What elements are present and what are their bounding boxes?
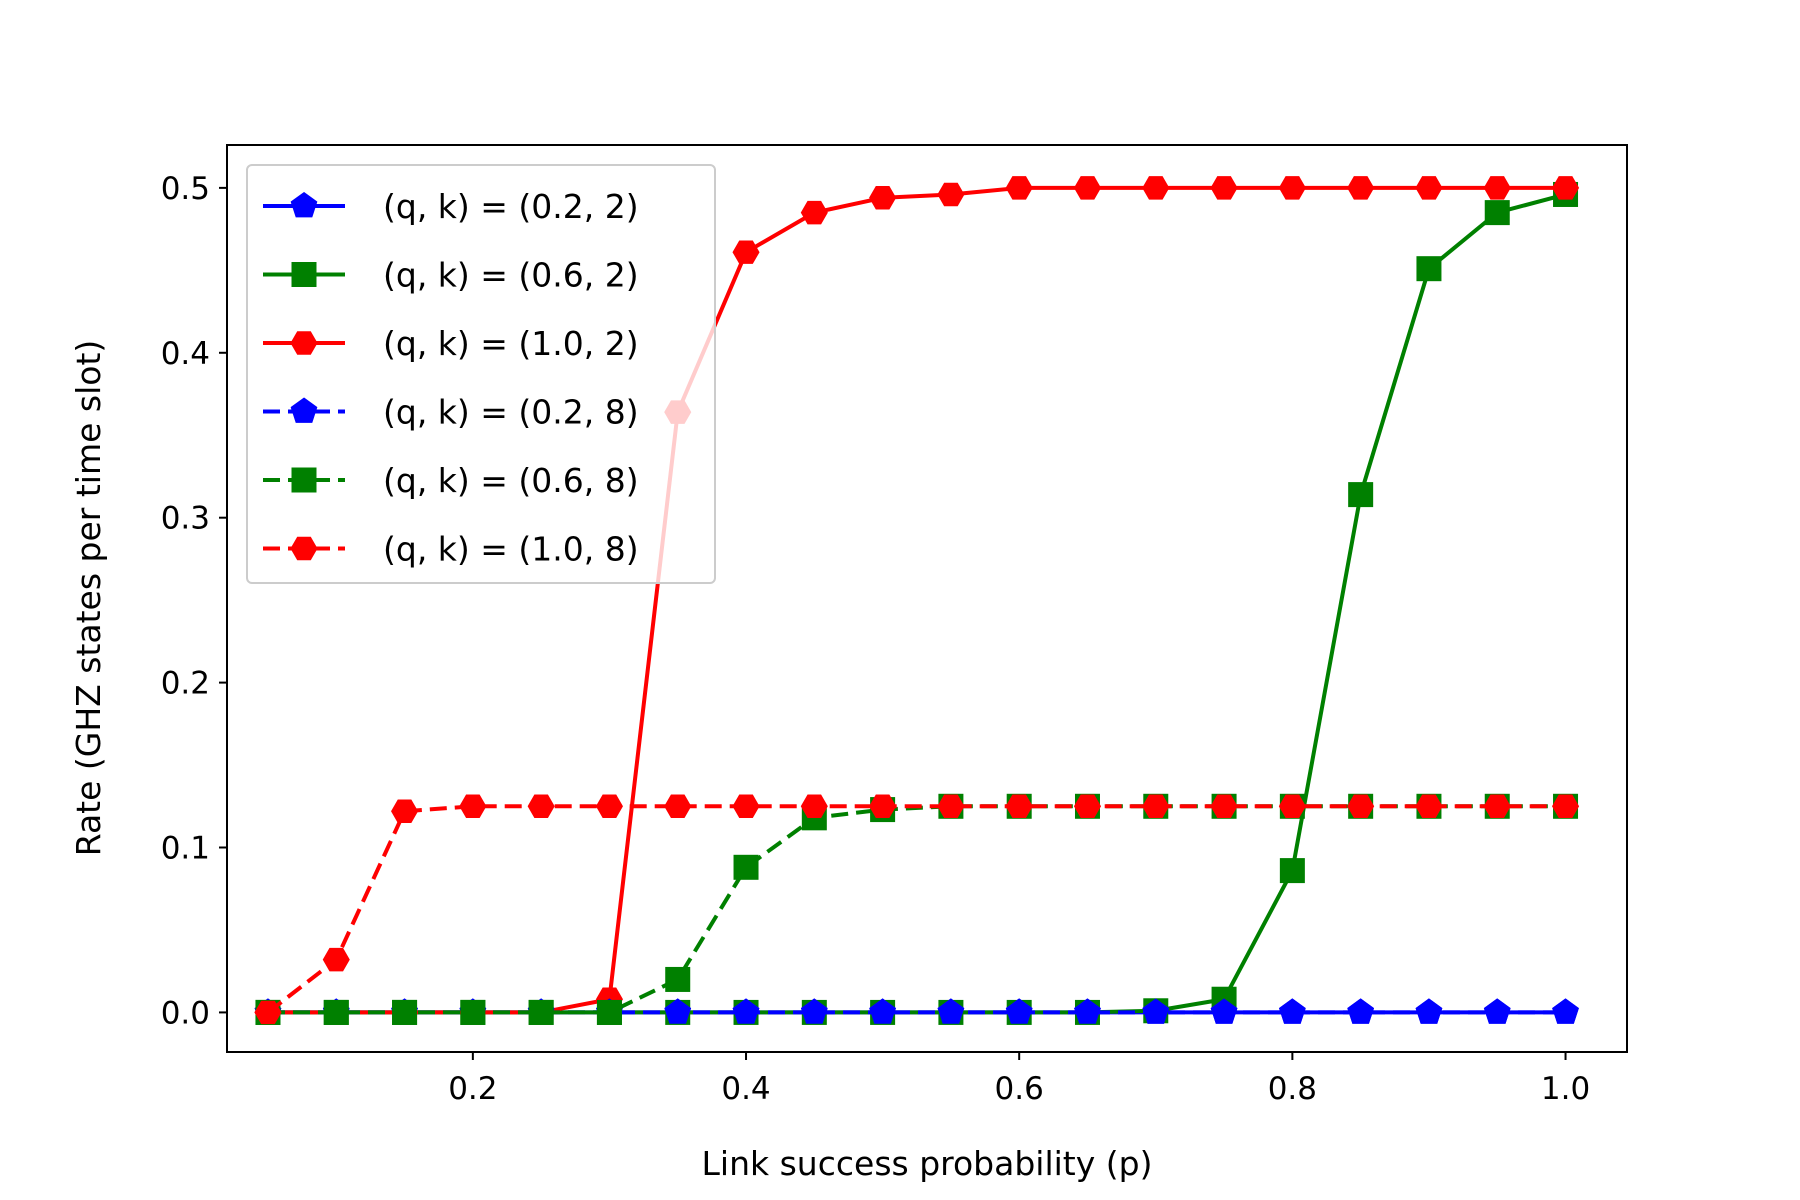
data-point bbox=[1210, 998, 1238, 1024]
legend-label: (q, k) = (0.6, 2) bbox=[383, 256, 639, 295]
data-point bbox=[1142, 176, 1170, 200]
data-point bbox=[1552, 176, 1580, 200]
data-point bbox=[595, 794, 623, 819]
data-point bbox=[527, 794, 555, 819]
x-tick-label: 0.4 bbox=[721, 1071, 770, 1107]
data-point bbox=[459, 794, 487, 819]
data-point bbox=[1210, 176, 1238, 200]
legend-entry: (q, k) = (0.2, 2) bbox=[263, 187, 639, 226]
data-point bbox=[1347, 176, 1375, 200]
data-point bbox=[1278, 998, 1306, 1024]
data-point bbox=[1073, 176, 1102, 200]
legend-label: (q, k) = (0.2, 2) bbox=[383, 187, 639, 226]
data-point bbox=[1142, 794, 1170, 819]
data-point bbox=[1552, 794, 1580, 819]
y-tick-label: 0.0 bbox=[161, 995, 210, 1031]
data-point bbox=[1005, 794, 1033, 819]
data-point bbox=[1210, 794, 1238, 819]
y-tick-label: 0.4 bbox=[161, 336, 210, 372]
legend-label: (q, k) = (1.0, 8) bbox=[383, 530, 639, 569]
data-point bbox=[869, 186, 897, 210]
data-point bbox=[1347, 998, 1375, 1024]
x-tick-label: 0.8 bbox=[1268, 1071, 1317, 1107]
legend-label: (q, k) = (0.2, 8) bbox=[383, 393, 639, 432]
data-point bbox=[391, 799, 419, 823]
data-point bbox=[732, 794, 760, 819]
x-axis: 0.2 0.4 0.6 0.8 1.0 bbox=[448, 1052, 1590, 1107]
data-point bbox=[800, 998, 828, 1024]
legend: (q, k) = (0.2, 2) (q, k) = (0.6, 2) (q, k)… bbox=[246, 164, 716, 584]
legend-marker bbox=[290, 397, 318, 423]
legend-marker bbox=[290, 536, 318, 561]
data-point bbox=[1416, 256, 1442, 282]
data-point bbox=[1483, 176, 1511, 200]
legend-marker bbox=[291, 262, 317, 287]
data-point bbox=[1348, 482, 1374, 508]
data-point bbox=[800, 200, 828, 225]
y-axis: 0.0 0.1 0.2 0.3 0.4 0.5 bbox=[161, 171, 227, 1031]
data-point bbox=[1279, 858, 1305, 884]
data-point bbox=[1278, 794, 1306, 819]
data-point bbox=[1483, 794, 1511, 819]
data-point bbox=[869, 998, 896, 1024]
data-point bbox=[1142, 998, 1170, 1024]
x-tick-label: 0.2 bbox=[448, 1071, 497, 1107]
data-point bbox=[254, 1000, 282, 1025]
y-tick-label: 0.2 bbox=[161, 666, 210, 702]
legend-marker bbox=[290, 191, 318, 218]
x-axis-label: Link success probability (p) bbox=[702, 1144, 1153, 1183]
data-point bbox=[1074, 998, 1101, 1024]
data-point bbox=[664, 998, 692, 1024]
data-point bbox=[322, 947, 350, 972]
legend-marker bbox=[291, 467, 317, 493]
data-point bbox=[664, 794, 692, 819]
x-tick-label: 0.6 bbox=[995, 1071, 1044, 1107]
legend-box bbox=[246, 164, 716, 584]
data-point bbox=[800, 794, 828, 819]
data-point bbox=[665, 966, 691, 992]
data-point bbox=[1347, 794, 1375, 819]
data-point bbox=[392, 999, 418, 1025]
y-tick-label: 0.3 bbox=[161, 501, 210, 537]
data-point bbox=[1415, 998, 1443, 1024]
data-point bbox=[937, 998, 965, 1024]
data-point bbox=[1483, 998, 1511, 1024]
data-point bbox=[1484, 200, 1510, 226]
data-point bbox=[1278, 176, 1306, 200]
legend-label: (q, k) = (0.6, 8) bbox=[383, 461, 639, 500]
data-point bbox=[1005, 176, 1033, 200]
legend-entry: (q, k) = (0.2, 8) bbox=[263, 393, 639, 432]
legend-entry: (q, k) = (1.0, 8) bbox=[263, 530, 639, 569]
data-point bbox=[460, 999, 486, 1025]
axes-frame bbox=[226, 144, 1628, 1053]
legend-entry: (q, k) = (0.6, 2) bbox=[263, 256, 639, 295]
data-point bbox=[1552, 998, 1579, 1024]
data-point bbox=[1415, 176, 1443, 200]
y-tick-label: 0.1 bbox=[161, 831, 210, 867]
series-6 bbox=[254, 794, 1580, 1025]
data-point bbox=[937, 794, 965, 819]
legend-entry: (q, k) = (1.0, 2) bbox=[263, 324, 639, 363]
data-point bbox=[732, 998, 760, 1024]
legend-entry: (q, k) = (0.6, 8) bbox=[263, 461, 639, 500]
y-axis-label: Rate (GHZ states per time slot) bbox=[69, 340, 108, 857]
plot-area bbox=[254, 176, 1580, 1025]
data-point bbox=[1005, 998, 1033, 1024]
data-point bbox=[937, 182, 965, 207]
data-point bbox=[733, 854, 759, 880]
data-point bbox=[869, 794, 897, 819]
legend-label: (q, k) = (1.0, 2) bbox=[383, 324, 639, 363]
data-point bbox=[732, 240, 760, 264]
data-point bbox=[596, 999, 622, 1025]
data-point bbox=[1073, 794, 1102, 819]
data-point bbox=[323, 999, 349, 1025]
data-point bbox=[528, 999, 554, 1025]
legend-marker bbox=[290, 331, 318, 355]
y-tick-label: 0.5 bbox=[161, 171, 210, 207]
data-point bbox=[1415, 794, 1443, 819]
x-tick-label: 1.0 bbox=[1541, 1071, 1590, 1107]
